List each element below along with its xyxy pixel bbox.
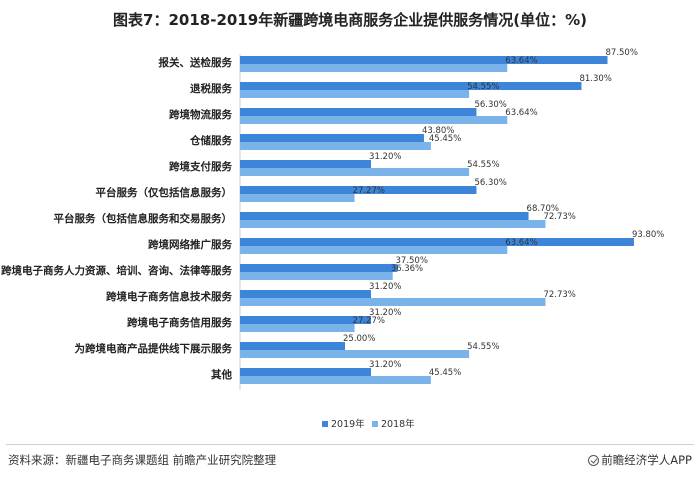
bar-2018 (240, 142, 431, 150)
category-label: 平台服务（包括信息服务和交易服务） (54, 212, 233, 225)
data-label-2019: 56.30% (474, 100, 506, 110)
data-label-2019: 81.30% (579, 74, 611, 84)
bar-2019 (240, 134, 424, 142)
bar-2019 (240, 368, 372, 376)
data-label-2018: 63.64% (505, 56, 537, 66)
category-label: 跨境网络推广服务 (148, 238, 232, 251)
data-label-2018: 54.55% (467, 160, 499, 170)
bar-2018 (240, 116, 508, 124)
source-note: 资料来源：新疆电子商务课题组 前瞻产业研究院整理 (8, 453, 277, 467)
bar-2018 (240, 64, 508, 72)
bar-2018 (240, 272, 393, 280)
legend-label: 2019年 (331, 418, 365, 430)
data-label-2019: 37.50% (396, 256, 428, 266)
data-label-2019: 31.20% (369, 282, 401, 292)
bar-2018 (240, 246, 508, 254)
category-label: 报关、送检服务 (159, 56, 233, 69)
data-label-2018: 27.27% (353, 186, 385, 196)
brand-credit: 前瞻经济学人APP (588, 452, 692, 468)
data-label-2019: 31.20% (369, 308, 401, 318)
data-label-2018: 45.45% (429, 134, 461, 144)
data-label-2018: 72.73% (543, 290, 575, 300)
data-label-2019: 56.30% (474, 178, 506, 188)
legend-swatch (322, 421, 328, 427)
category-label: 跨境电子商务人力资源、培训、咨询、法律等服务 (1, 264, 232, 277)
bar-2019 (240, 108, 477, 116)
category-label: 跨境支付服务 (169, 160, 232, 173)
bar-2019 (240, 316, 372, 324)
chart-title: 图表7：2018-2019年新疆跨境电商服务企业提供服务情况(单位：%) (113, 11, 587, 29)
category-label: 其他 (211, 368, 232, 381)
data-label-2019: 93.80% (632, 230, 664, 240)
bar-2019 (240, 238, 634, 246)
bar-2019 (240, 56, 608, 64)
data-label-2018: 45.45% (429, 368, 461, 378)
data-label-2018: 36.36% (391, 264, 423, 274)
bar-2018 (240, 350, 470, 358)
bar-2019 (240, 212, 529, 220)
data-label-2019: 87.50% (606, 48, 638, 58)
legend-label: 2018年 (381, 418, 415, 430)
data-label-2019: 43.80% (422, 126, 454, 136)
bar-2018 (240, 298, 546, 306)
data-label-2019: 31.20% (369, 152, 401, 162)
category-label: 跨境物流服务 (169, 108, 232, 121)
data-label-2018: 54.55% (467, 342, 499, 352)
category-label: 退税服务 (190, 82, 232, 95)
check-circle-icon (588, 455, 600, 466)
legend-swatch (372, 421, 378, 427)
data-label-2019: 25.00% (343, 334, 375, 344)
data-label-2018: 27.27% (353, 316, 385, 326)
data-label-2018: 54.55% (467, 82, 499, 92)
category-label: 平台服务（仅包括信息服务） (96, 186, 233, 199)
data-label-2019: 31.20% (369, 360, 401, 370)
bar-2018 (240, 220, 546, 228)
bar-chart: 报关、送检服务 87.50% 63.64% 退税服务 81.30% 54.55% 跨境物流服… (1, 48, 664, 430)
data-label-2018: 63.64% (505, 238, 537, 248)
brand-label: 前瞻经济学人APP (601, 453, 692, 467)
bar-2019 (240, 160, 372, 168)
bar-2019 (240, 290, 372, 298)
bar-2019 (240, 264, 398, 272)
category-label: 为跨境电商产品提供线下展示服务 (75, 342, 233, 355)
bar-2018 (240, 324, 355, 332)
footer-divider (6, 444, 694, 445)
category-label: 跨境电子商务信息技术服务 (106, 290, 232, 303)
category-label: 仓储服务 (189, 134, 232, 147)
bar-2018 (240, 168, 470, 176)
data-label-2018: 63.64% (505, 108, 537, 118)
data-label-2019: 68.70% (527, 204, 559, 214)
bar-2018 (240, 194, 355, 202)
category-label: 跨境电子商务信用服务 (127, 316, 232, 329)
data-label-2018: 72.73% (543, 212, 575, 222)
bar-2019 (240, 82, 582, 90)
bar-2019 (240, 342, 345, 350)
bar-2018 (240, 376, 431, 384)
bar-2019 (240, 186, 477, 194)
bar-2018 (240, 90, 470, 98)
